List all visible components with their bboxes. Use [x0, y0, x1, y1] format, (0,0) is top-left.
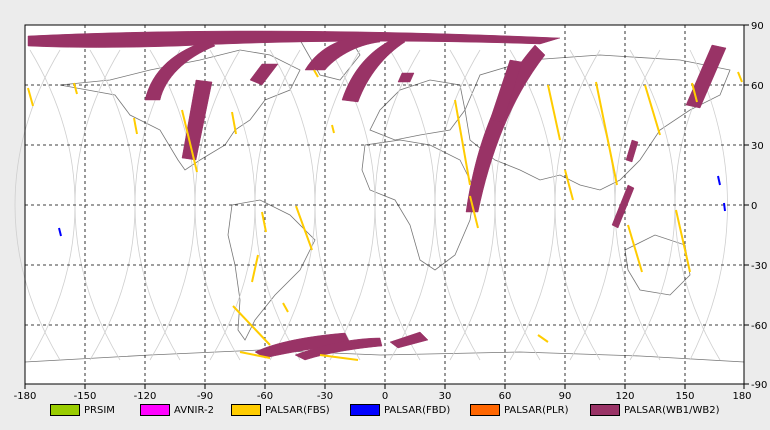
- legend-swatch: [590, 404, 620, 416]
- north-america-outline: [59, 49, 301, 171]
- legend-item-palsar-fbd: PALSAR(FBD): [350, 401, 450, 419]
- lat-tick-labels: 90 60 30 0 -30 -60 -90: [751, 21, 767, 391]
- wb-swath-china: [625, 139, 639, 163]
- lon-tick-labels: -180 -150 -120 -90 -60 -30 0 30 60 90 12…: [14, 391, 752, 400]
- wb-swath-greenland: [304, 33, 381, 71]
- wb-swath-alaska: [144, 39, 216, 101]
- lon-tick-label: -180: [14, 391, 37, 400]
- lon-tick-label: -150: [74, 391, 97, 400]
- lat-tick-label: -30: [751, 261, 767, 272]
- legend-label: PALSAR(PLR): [504, 404, 569, 416]
- lat-tick-label: -90: [751, 380, 767, 391]
- lon-tick-label: 150: [675, 391, 694, 400]
- legend-swatch: [140, 404, 170, 416]
- asia-outline: [464, 54, 731, 191]
- wb-swath-se-asia: [611, 184, 635, 229]
- europe-outline: [369, 79, 466, 141]
- lat-tick-label: 90: [751, 21, 764, 32]
- wb-swath-north-atlantic: [341, 37, 406, 103]
- lon-tick-label: 60: [499, 391, 512, 400]
- legend-label: AVNIR-2: [174, 404, 214, 416]
- lon-tick-label: -120: [134, 391, 157, 400]
- lat-tick-label: 60: [751, 81, 764, 92]
- palsar-fbs-swaths: [27, 69, 743, 361]
- tick-marks: [24, 24, 749, 389]
- legend-swatch: [470, 404, 500, 416]
- wb-swath-antarctic-3: [389, 331, 429, 349]
- legend-label: PALSAR(FBD): [384, 404, 451, 416]
- legend-item-palsar-wb: PALSAR(WB1/WB2): [590, 401, 720, 419]
- africa-outline: [361, 139, 476, 271]
- wb-swath-pacific-east: [685, 44, 727, 109]
- lon-tick-label: 120: [615, 391, 634, 400]
- palsar-fbd-swaths: [58, 175, 726, 237]
- wb-swath-siberia: [489, 59, 523, 123]
- legend-item-prism: PRSIM: [50, 401, 115, 419]
- lat-tick-label: 30: [751, 141, 764, 152]
- wb-swath-hudson: [249, 63, 279, 86]
- legend-label: PALSAR(FBS): [265, 404, 330, 416]
- lon-tick-label: 90: [559, 391, 572, 400]
- lat-tick-label: 0: [751, 201, 757, 212]
- coverage-map: -180 -150 -120 -90 -60 -30 0 30 60 90 12…: [14, 21, 768, 400]
- lon-tick-label: -60: [257, 391, 273, 400]
- legend-label: PALSAR(WB1/WB2): [624, 404, 720, 416]
- legend-item-palsar-plr: PALSAR(PLR): [470, 401, 568, 419]
- legend-swatch: [231, 404, 261, 416]
- lat-tick-label: -60: [751, 321, 767, 332]
- lon-tick-label: -30: [317, 391, 333, 400]
- wb-swath-africa-long: [465, 44, 546, 213]
- legend-swatch: [350, 404, 380, 416]
- lon-tick-label: 0: [382, 391, 388, 400]
- lon-tick-label: -90: [197, 391, 213, 400]
- lon-tick-label: 180: [732, 391, 751, 400]
- legend-item-avnir2: AVNIR-2: [140, 401, 214, 419]
- wb-swath-arctic-band: [27, 30, 561, 48]
- legend-label: PRSIM: [84, 404, 115, 416]
- lon-tick-label: 30: [439, 391, 452, 400]
- legend-swatch: [50, 404, 80, 416]
- legend-item-palsar-fbs: PALSAR(FBS): [231, 401, 330, 419]
- wb-swath-scandinavia: [397, 72, 415, 83]
- legend: PRSIM AVNIR-2 PALSAR(FBS) PALSAR(FBD) PA…: [0, 401, 770, 421]
